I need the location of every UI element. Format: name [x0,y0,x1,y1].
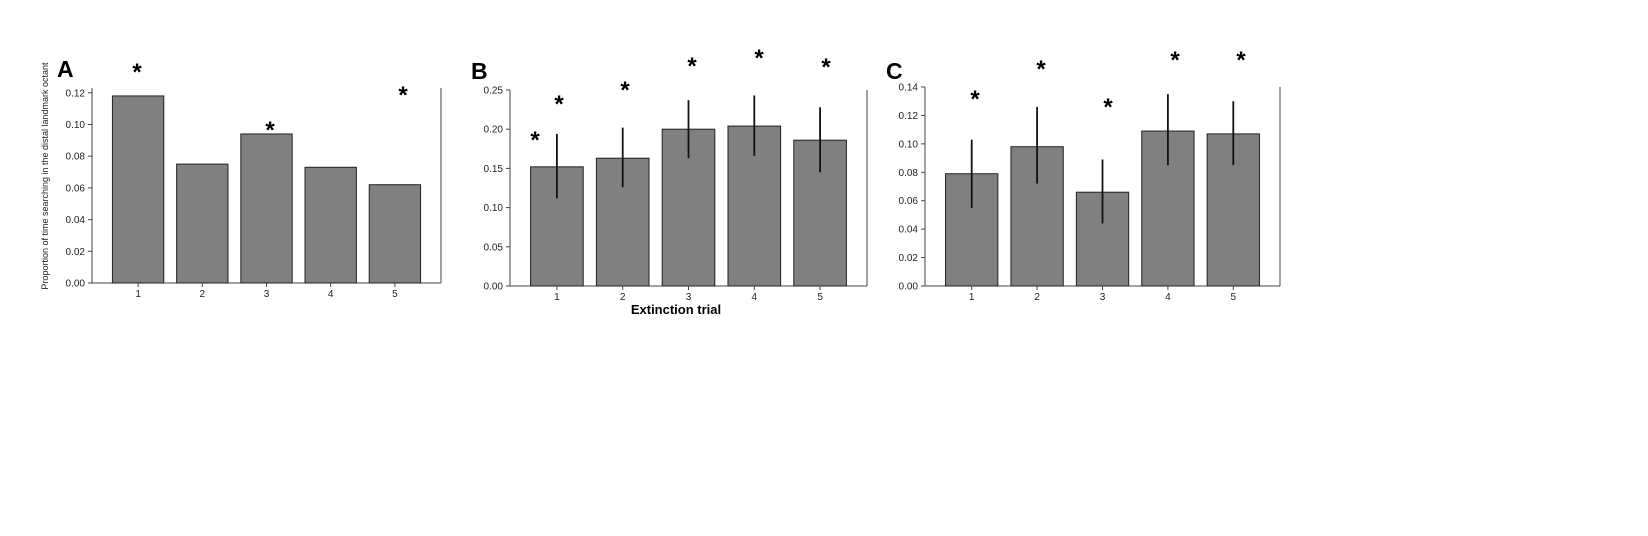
panel-letter: A [57,56,74,82]
panel-b: B 0.00 0.05 0.10 0.15 0.20 0.25 1 * 2 * 3 * 4 * 5 * [471,45,868,303]
significance-star: * [554,91,564,118]
panel-letter: C [886,58,903,84]
x-tick-label: 2 [620,292,626,303]
y-tick-label: 0.00 [484,282,504,293]
x-tick-label: 4 [1165,292,1171,303]
y-tick-label: 0.12 [899,111,919,122]
y-tick-label: 0.05 [484,242,504,253]
y-tick-label: 0.08 [899,168,919,179]
y-tick-label: 0.25 [484,86,504,97]
x-tick-label: 1 [135,289,141,300]
y-tick-label: 0.06 [899,196,919,207]
significance-star: * [398,82,408,109]
significance-star: * [132,59,142,86]
y-tick-label: 0.10 [484,203,504,214]
significance-star: * [530,127,540,154]
y-axis-label: Proportion of time searching in the dist… [40,62,50,290]
bar [111,95,165,284]
x-axis-label: Extinction trial [631,302,721,317]
y-tick-label: 0.20 [484,125,504,136]
x-tick-label: 4 [752,292,758,303]
x-tick-label: 1 [554,292,560,303]
y-tick-label: 0.06 [66,183,86,194]
bar [304,166,357,284]
y-tick-label: 0.12 [66,88,86,99]
x-tick-label: 4 [328,289,334,300]
x-tick-label: 5 [1231,292,1237,303]
x-tick-label: 3 [686,292,692,303]
bar [368,184,422,284]
y-tick-label: 0.00 [899,282,919,293]
y-tick-label: 0.10 [66,120,86,131]
y-tick-label: 0.08 [66,152,86,163]
y-tick-label: 0.04 [899,225,919,236]
x-tick-label: 3 [264,289,270,300]
significance-star: * [970,86,980,113]
panel-a: A 0.00 0.02 0.04 0.06 0.08 0.10 0.12 1 * 2 * 3 * 4 * 5 * [57,56,673,300]
y-tick-label: 0.15 [484,164,504,175]
panel-c: C 0.00 0.02 0.04 0.06 0.08 0.10 0.12 0.14 1 * 2 * 3 * 4… [886,47,1281,303]
x-tick-label: 2 [1034,292,1040,303]
panels: A0.000.020.040.060.080.100.121*2*3*4*5*B… [57,45,1281,303]
panel-letter: B [471,58,488,84]
x-tick-label: 5 [817,292,823,303]
x-tick-label: 1 [969,292,975,303]
y-tick-label: 0.10 [899,139,919,150]
x-tick-label: 2 [200,289,206,300]
significance-star: * [821,54,831,81]
significance-star: * [265,117,275,144]
y-tick-label: 0.02 [66,247,86,258]
significance-star: * [1103,94,1113,121]
significance-star: * [1236,47,1246,74]
x-tick-label: 3 [1100,292,1106,303]
significance-star: * [1170,47,1180,74]
x-tick-label: 5 [392,289,398,300]
bar [176,163,229,284]
significance-star: * [620,77,630,104]
significance-star: * [1036,56,1046,83]
y-tick-label: 0.02 [899,253,919,264]
bar [240,133,293,284]
significance-star: * [687,53,697,80]
significance-star: * [754,45,764,72]
y-tick-label: 0.14 [899,83,919,94]
y-tick-label: 0.04 [66,215,86,226]
y-tick-label: 0.00 [66,279,86,290]
